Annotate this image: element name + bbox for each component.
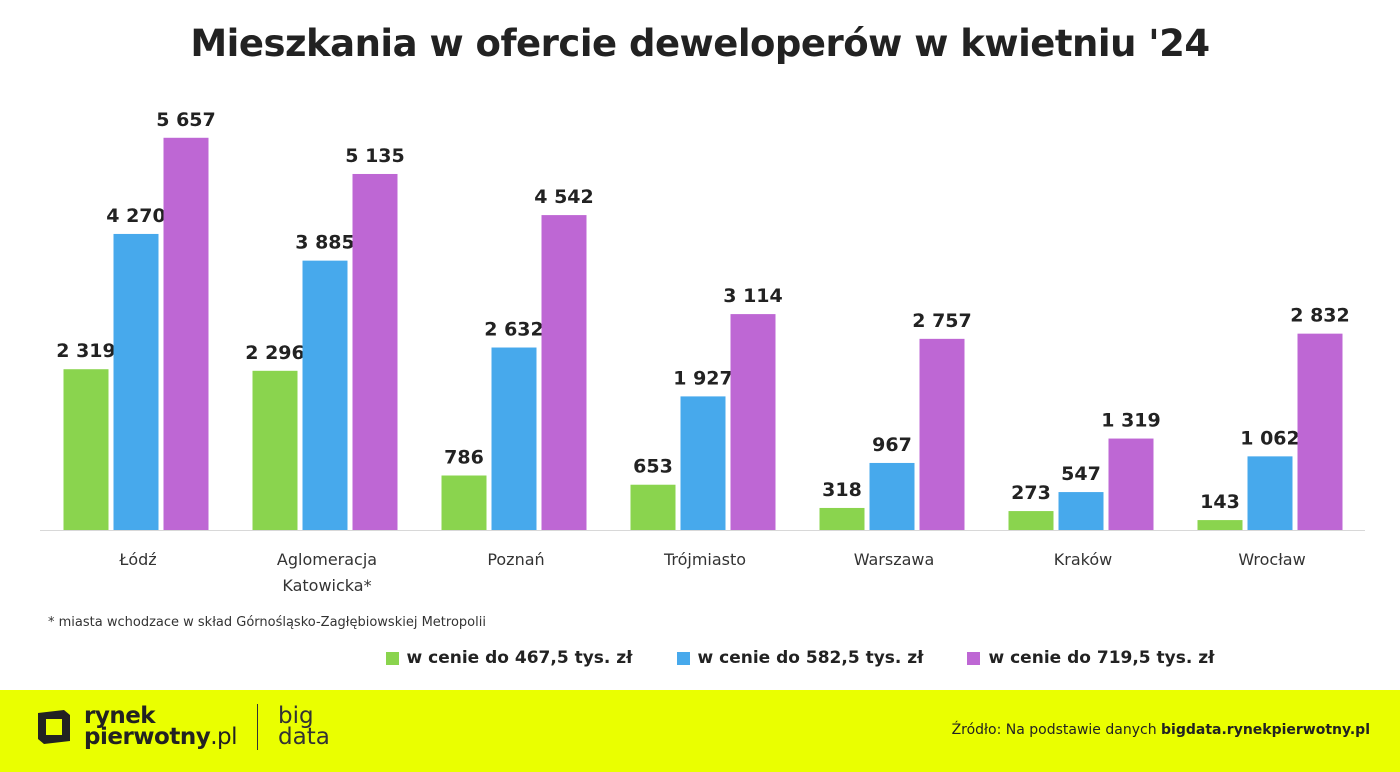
data-label: 1 319 [1101,410,1161,432]
x-tick-label: Łódź [118,550,156,569]
bar [1297,333,1343,530]
bar [541,215,587,530]
bar-chart: 2 319 4 270 5 657 Łódź 2 296 3 885 5 135 Aglome… [40,109,1365,595]
x-tick-label: Aglomeracja [277,550,377,569]
brand-line1: rynek [84,703,156,729]
logo-divider [257,704,259,750]
bigdata-line1: big [278,703,314,729]
bigdata-line2: data [278,724,330,750]
footer: rynek pierwotny.pl big data Źródło: Na p… [0,690,1400,772]
bar [819,507,865,530]
bar [63,369,109,530]
legend-swatch [676,651,690,665]
data-label: 547 [1061,463,1101,485]
logo: rynek pierwotny.pl big data [34,704,330,750]
legend: w cenie do 467,5 tys. zł w cenie do 582,… [0,648,1400,668]
data-label: 318 [822,479,862,501]
x-tick-label: Poznań [487,550,544,569]
bar [163,137,209,531]
x-tick-label: Warszawa [854,550,935,569]
data-label: 653 [633,456,673,478]
bar [630,484,676,530]
legend-label: w cenie do 719,5 tys. zł [988,648,1215,668]
data-label: 2 296 [245,342,305,364]
bar [1008,511,1054,530]
data-label: 2 832 [1290,305,1350,327]
brand-suffix: .pl [210,724,238,750]
data-label: 4 270 [106,205,166,227]
data-label: 143 [1200,491,1240,513]
logo-mark-icon [38,710,70,744]
legend-item: w cenie do 582,5 tys. zł [676,648,924,668]
footnote: * miasta wchodzace w skład Górnośląsko-Z… [48,615,486,630]
brand-line2: pierwotny [84,724,211,750]
x-tick-label: Kraków [1054,550,1112,569]
data-label: 786 [444,447,484,469]
legend-label: w cenie do 582,5 tys. zł [697,648,924,668]
bar [680,396,726,530]
chart-title: Mieszkania w ofercie deweloperów w kwiet… [190,22,1210,65]
data-label: 3 114 [723,285,783,307]
data-label: 5 657 [156,109,216,131]
data-label: 273 [1011,482,1051,504]
bar [1058,492,1104,530]
bar [919,338,965,530]
x-tick-label: Trójmiasto [663,550,746,569]
x-tick-label: Wrocław [1238,550,1305,569]
bar [491,347,537,530]
data-label: 5 135 [345,145,405,167]
data-label: 4 542 [534,186,594,208]
bar [352,173,398,530]
bigdata-logo: big data [278,703,330,750]
legend-swatch [385,651,399,665]
data-label: 2 632 [484,319,544,341]
x-tick-label: Katowicka* [282,576,371,595]
source-prefix: Źródło: Na podstawie danych [951,722,1162,738]
data-label: 967 [872,434,912,456]
bar [441,475,487,530]
data-label: 2 757 [912,310,972,332]
legend-label: w cenie do 467,5 tys. zł [406,648,633,668]
bar [869,462,915,530]
data-label: 1 927 [673,367,733,389]
legend-swatch [967,651,981,665]
bar [1247,456,1293,530]
bar [1108,438,1154,530]
bar [113,233,159,531]
brand-name: rynek pierwotny.pl [84,703,238,750]
source-note: Źródło: Na podstawie danych bigdata.ryne… [952,722,1370,738]
bar [252,370,298,530]
legend-item: w cenie do 467,5 tys. zł [385,648,633,668]
data-label: 3 885 [295,232,355,254]
source-link: bigdata.rynekpierwotny.pl [1161,722,1370,738]
legend-item: w cenie do 719,5 tys. zł [967,648,1214,668]
data-label: 2 319 [56,340,116,362]
data-label: 1 062 [1240,427,1300,449]
bar [1197,520,1243,530]
bar [730,314,776,530]
bar [302,260,348,530]
